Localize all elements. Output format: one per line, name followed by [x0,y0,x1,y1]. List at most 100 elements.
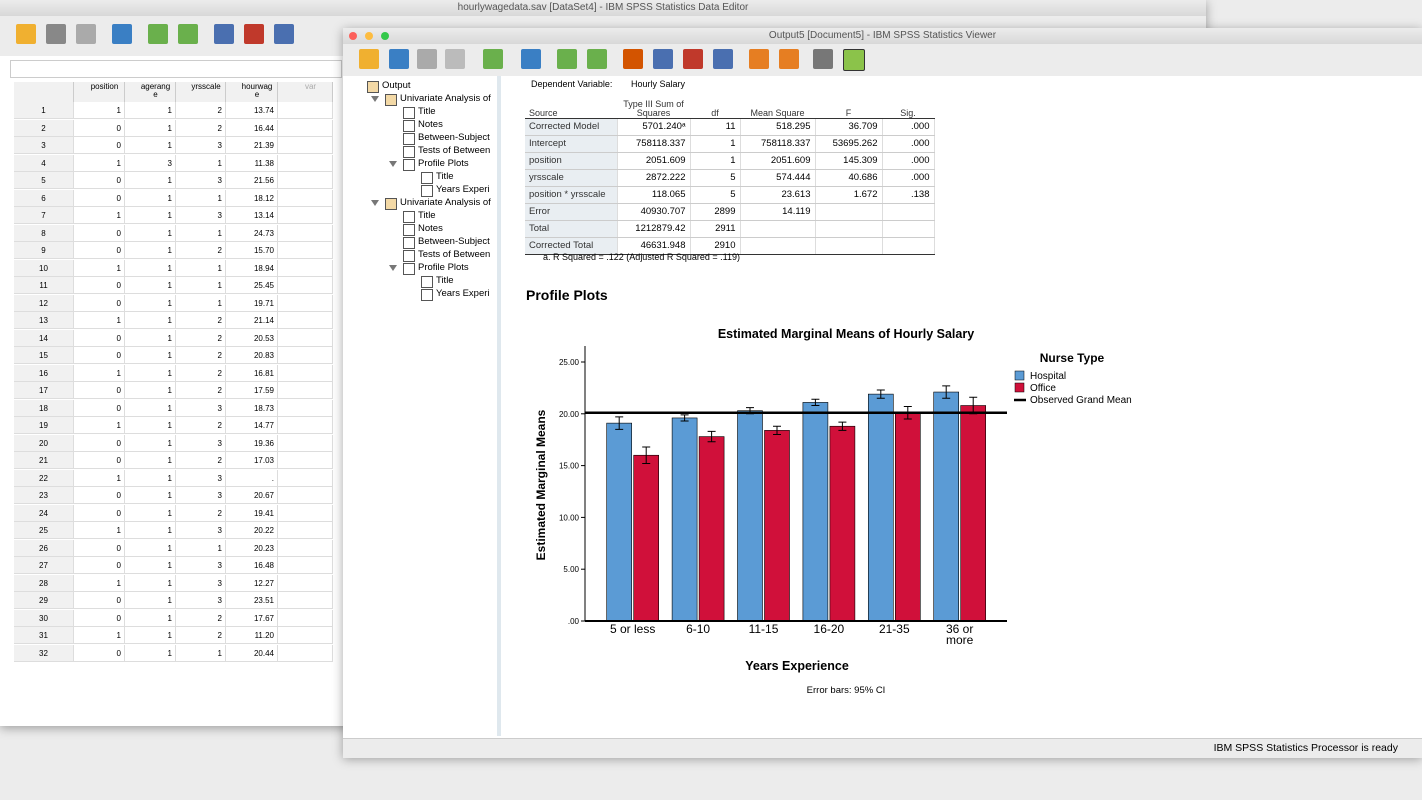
tree-item[interactable]: Title [418,106,436,117]
minimize-button[interactable] [365,32,373,40]
goto-case-icon[interactable] [653,49,673,69]
tree-item[interactable]: Between-Subject [418,236,490,247]
expander [389,161,397,167]
data-cell: 0 [74,644,125,662]
data-cell: 2 [176,609,226,627]
row-number: 4 [14,154,74,172]
error-bar [642,446,651,465]
data-cell: 2 [176,452,226,469]
data-cell: 1 [74,102,125,119]
header-cell: Source [525,92,617,119]
outline-pane [345,76,501,736]
data-cell: 1 [125,347,176,364]
redo-icon[interactable] [587,49,607,69]
save-icon[interactable] [46,24,66,44]
tree-item[interactable]: Univariate Analysis of [400,93,491,104]
goto-data-icon[interactable] [623,49,643,69]
tree-item[interactable]: Profile Plots [418,262,469,273]
open-icon[interactable] [359,49,379,69]
hide-icon[interactable] [813,49,833,69]
row-number: 31 [14,627,74,644]
edit-icon[interactable] [749,49,769,69]
data-cell: 1 [125,172,176,189]
tree-item[interactable]: Title [418,210,436,221]
data-cell: 0 [74,189,125,207]
recall-icon[interactable] [112,24,132,44]
tree-item[interactable]: Notes [418,223,443,234]
tree-item[interactable]: Univariate Analysis of [400,197,491,208]
value-cell: 2899 [690,203,741,221]
bar [671,417,698,622]
value-cell: 5 [690,186,741,204]
tree-item[interactable]: Title [436,275,454,286]
value-cell: 2911 [690,220,741,238]
table-row: Intercept 758118.337 1 758118.337 53695.262.… [525,135,935,153]
undo-icon[interactable] [557,49,577,69]
column-header: agerange [125,82,176,102]
open-icon[interactable] [16,24,36,44]
column-header: hourwage [226,82,278,102]
bar [633,454,659,622]
preview-icon[interactable] [445,49,465,69]
tree-item[interactable]: Title [436,171,454,182]
data-cell: 1 [125,469,176,487]
bar [829,425,856,622]
split-icon[interactable] [713,49,733,69]
zoom-button[interactable] [381,32,389,40]
data-cell: 0 [74,609,125,627]
y-tick-label: 10.00 [559,513,580,522]
data-cell: . [226,469,278,487]
close-button[interactable] [349,32,357,40]
value-cell: 145.309 [815,152,883,170]
bar [867,393,894,622]
recall-icon[interactable] [521,49,541,69]
data-cell: 3 [176,592,226,609]
tree-item[interactable]: Notes [418,119,443,130]
data-cell: 20.83 [226,347,278,364]
data-cell: 2 [176,329,226,347]
save-icon[interactable] [389,49,409,69]
tree-item[interactable]: Tests of Between [418,249,491,260]
section-heading: Profile Plots [526,287,608,303]
tree-icon [421,185,433,197]
variables-icon[interactable] [683,49,703,69]
value-cell: 758118.337 [740,135,816,153]
tree-icon [403,133,415,145]
tree-item[interactable]: Output [382,80,411,91]
print-icon[interactable] [76,24,96,44]
tree-item[interactable]: Tests of Between [418,145,491,156]
designate-icon[interactable] [779,49,799,69]
row-number: 2 [14,119,74,137]
table-header-row: Source Type III Sum of Squares df Mean Squa… [525,92,934,119]
legend-swatch [1014,382,1025,393]
insert-icon[interactable] [843,49,865,71]
value-cell: 40930.707 [617,203,691,221]
bar [606,422,632,622]
insert-icon[interactable] [244,24,264,44]
data-cell: 17.67 [226,609,278,627]
data-cell: 1 [125,382,176,399]
y-tick-label: 15.00 [559,462,580,471]
data-cell: 0 [74,294,125,312]
export-icon[interactable] [483,49,503,69]
data-cell: 1 [74,154,125,172]
tree-item[interactable]: Years Experi [436,184,490,195]
split-icon[interactable] [274,24,294,44]
y-tick-label: 20.00 [559,410,580,419]
tree-icon [367,81,379,93]
tree-item[interactable]: Profile Plots [418,158,469,169]
legend-title: Nurse Type [1040,351,1105,365]
tree-icon [403,237,415,249]
redo-icon[interactable] [178,24,198,44]
tree-item[interactable]: Between-Subject [418,132,490,143]
data-cell: 1 [176,224,226,242]
tree-item[interactable]: Years Experi [436,288,490,299]
data-cell: 1 [74,627,125,644]
undo-icon[interactable] [148,24,168,44]
window-title: Output5 [Document5] - IBM SPSS Statistic… [343,28,1422,44]
cell-editor[interactable] [10,60,342,78]
print-icon[interactable] [417,49,437,69]
value-cell [882,237,935,255]
goto-icon[interactable] [214,24,234,44]
